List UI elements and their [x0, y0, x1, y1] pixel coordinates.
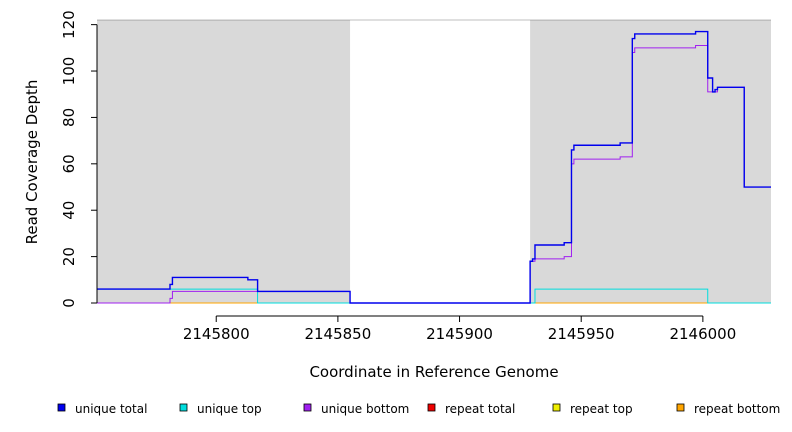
legend-swatch: [303, 403, 312, 412]
series-layer: [97, 30, 771, 304]
shaded-region-0: [97, 20, 351, 303]
legend-label: unique top: [197, 402, 262, 416]
y-tick-label: 40: [60, 201, 78, 220]
y-axis-label: Read Coverage Depth: [23, 80, 41, 245]
y-tick-label: 20: [60, 247, 78, 266]
y-axis: 0 20 40 60 80 100 120: [60, 10, 98, 308]
shaded-region-1: [530, 20, 771, 303]
y-tick-label: 80: [60, 108, 78, 127]
legend-item-unique-top: unique top: [179, 402, 262, 416]
legend-label: unique total: [75, 402, 147, 416]
legend-label: repeat bottom: [694, 402, 780, 416]
x-axis: 2145800 2145850 2145900 2145950 2146000: [183, 315, 736, 343]
y-tick-label: 100: [60, 57, 78, 86]
shaded-regions: [97, 20, 771, 303]
legend-label: repeat top: [570, 402, 633, 416]
y-tick-label: 60: [60, 154, 78, 173]
y-tick-label: 120: [60, 10, 78, 39]
legend-label: unique bottom: [321, 402, 409, 416]
legend: unique total unique top unique bottom repea…: [57, 402, 780, 416]
legend-item-unique-total: unique total: [57, 402, 147, 416]
series-unique-top: [97, 288, 771, 304]
y-tick-label: 0: [60, 298, 78, 308]
legend-item-repeat-total: repeat total: [427, 402, 515, 416]
legend-item-repeat-top: repeat top: [552, 402, 633, 416]
x-tick-label: 2145850: [304, 325, 371, 343]
x-tick-label: 2145800: [183, 325, 250, 343]
legend-label: repeat total: [445, 402, 515, 416]
x-tick-label: 2145950: [548, 325, 615, 343]
x-axis-label: Coordinate in Reference Genome: [309, 363, 558, 381]
series-unique-total: [97, 30, 771, 304]
legend-swatch: [179, 403, 188, 412]
legend-swatch: [427, 403, 436, 412]
legend-swatch: [57, 403, 66, 412]
legend-item-repeat-bottom: repeat bottom: [676, 402, 780, 416]
legend-item-unique-bottom: unique bottom: [303, 402, 409, 416]
x-tick-label: 2146000: [669, 325, 736, 343]
legend-swatch: [552, 403, 561, 412]
legend-swatch: [676, 403, 685, 412]
x-tick-label: 2145900: [426, 325, 493, 343]
